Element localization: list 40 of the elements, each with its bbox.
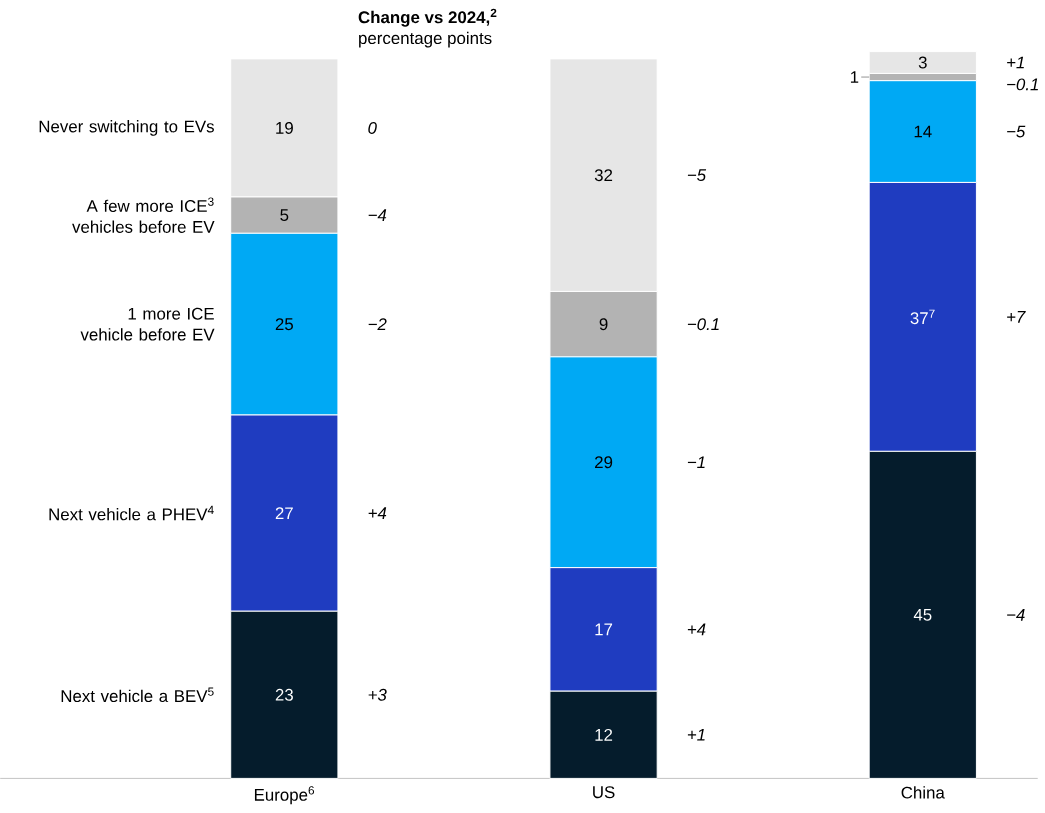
x-tick-label: China <box>901 786 945 799</box>
series-label: Never switching to EVs <box>39 120 214 136</box>
annotation: +1 <box>687 728 705 741</box>
data-label: 3 <box>918 56 927 69</box>
annotation: +3 <box>368 688 387 701</box>
data-label: 45 <box>913 608 932 621</box>
data-label: 32 <box>594 169 613 182</box>
data-label: 29 <box>595 456 613 469</box>
x-tick-label: Europe$^{6}$ <box>254 786 315 805</box>
data-label: 25 <box>275 318 293 331</box>
data-label: 12 <box>595 728 613 741</box>
data-label: 5 <box>280 209 289 221</box>
annotation: +1 <box>1007 56 1024 69</box>
annotation: −5 <box>1007 125 1026 138</box>
annotation: −1 <box>687 456 705 468</box>
data-label: 19 <box>276 121 293 134</box>
annotation: −0.1 <box>687 318 719 331</box>
data-label: 9 <box>599 318 608 331</box>
text: A few more ICE$^{3}$ vehicles before EV <box>72 197 215 233</box>
series-label: 1 more ICE vehicle before EV <box>80 307 215 341</box>
series-label: Next vehicle a PHEV$^{4}$ <box>49 505 214 521</box>
data-label: 27 <box>275 507 293 519</box>
annotation: −4 <box>368 209 387 221</box>
series-label: Next vehicle a BEV$^{5}$ <box>61 687 214 702</box>
data-label: 1 <box>850 71 859 83</box>
text: Change vs 2024,$^{2}$ <box>358 8 497 27</box>
annotation: +4 <box>368 507 387 519</box>
annotation: −4 <box>1007 608 1025 621</box>
annotation: +4 <box>687 623 706 636</box>
data-label: 14 <box>914 125 932 138</box>
data-label: 17 <box>595 623 613 636</box>
annotation: 0 <box>368 121 377 134</box>
data-label: 37$^{7}$ <box>910 309 935 325</box>
x-tick-label: US <box>593 786 615 799</box>
annotation: −2 <box>368 318 387 330</box>
text: percentage points <box>359 31 492 48</box>
annotation: −0.1 <box>1007 78 1038 91</box>
data-label: 23 <box>275 688 293 701</box>
annotation: +7 <box>1007 311 1026 323</box>
annotation: −5 <box>687 169 707 181</box>
